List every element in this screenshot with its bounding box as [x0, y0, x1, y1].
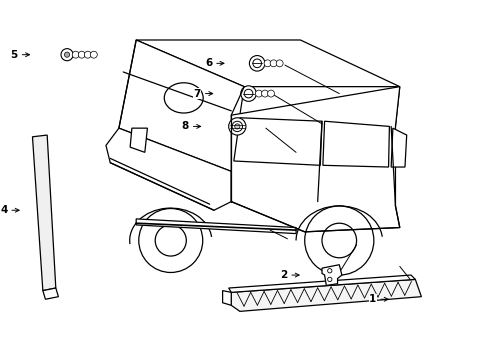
Circle shape — [244, 89, 252, 98]
Circle shape — [84, 51, 91, 58]
Polygon shape — [130, 128, 147, 152]
Circle shape — [255, 90, 262, 97]
Circle shape — [252, 59, 261, 68]
Text: 8: 8 — [181, 121, 188, 131]
Polygon shape — [321, 265, 341, 285]
Circle shape — [78, 51, 85, 58]
Circle shape — [240, 86, 256, 102]
Circle shape — [72, 51, 79, 58]
Polygon shape — [228, 275, 414, 292]
Circle shape — [269, 60, 277, 67]
Polygon shape — [231, 279, 421, 311]
Circle shape — [232, 121, 242, 132]
Text: 5: 5 — [11, 50, 18, 60]
Circle shape — [90, 51, 97, 58]
Circle shape — [228, 118, 245, 135]
Polygon shape — [233, 118, 321, 165]
Polygon shape — [322, 121, 388, 167]
Text: 6: 6 — [204, 58, 212, 68]
Polygon shape — [136, 40, 399, 87]
Text: 4: 4 — [0, 205, 7, 215]
Polygon shape — [390, 128, 406, 167]
Text: 2: 2 — [280, 270, 287, 280]
Polygon shape — [136, 219, 295, 234]
Text: 1: 1 — [368, 294, 376, 304]
Polygon shape — [222, 291, 231, 305]
Polygon shape — [106, 128, 231, 210]
Polygon shape — [43, 288, 58, 299]
Circle shape — [61, 49, 73, 61]
Circle shape — [261, 90, 268, 97]
Text: 7: 7 — [193, 89, 201, 99]
Polygon shape — [231, 87, 399, 232]
Circle shape — [234, 124, 240, 129]
Polygon shape — [119, 40, 244, 171]
Circle shape — [249, 55, 264, 71]
Circle shape — [276, 60, 283, 67]
Circle shape — [267, 90, 274, 97]
Circle shape — [264, 60, 270, 67]
Circle shape — [64, 52, 69, 57]
Polygon shape — [231, 87, 399, 126]
Polygon shape — [32, 135, 56, 291]
